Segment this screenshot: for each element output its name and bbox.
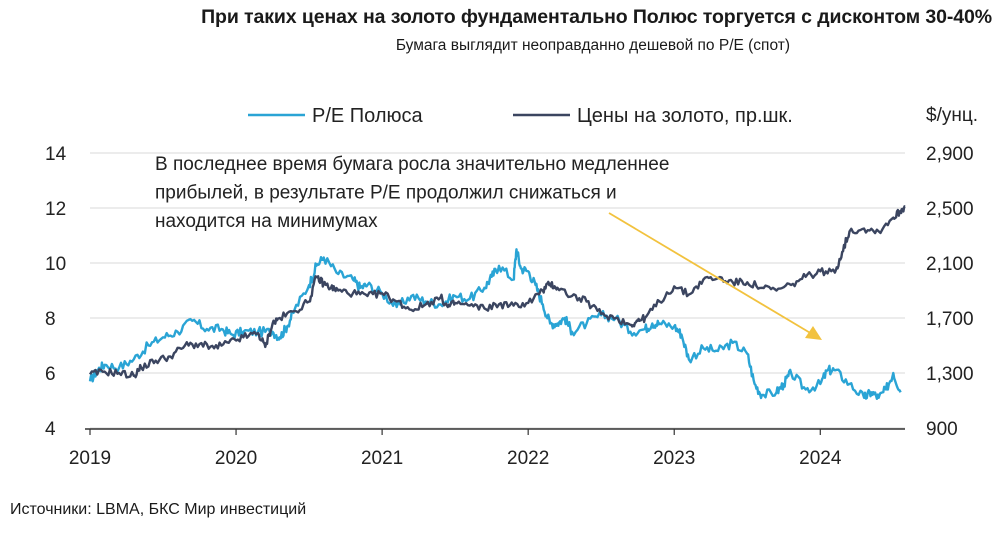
x-tick-label: 2024 — [799, 448, 842, 469]
y-left-tick-label: 14 — [45, 144, 67, 165]
y-right-tick-label: 2,900 — [926, 144, 974, 165]
y-axis-right-unit: $/унц. — [926, 105, 978, 126]
legend: P/E Полюса Цены на золото, пр.шк. — [248, 105, 793, 127]
y-axis-right: 900 1,300 1,700 2,100 2,500 2,900 — [926, 144, 974, 440]
x-tick-label: 2020 — [215, 448, 257, 469]
annotation: В последнее время бумага росла значитель… — [155, 154, 669, 232]
legend-label-pe: P/E Полюса — [312, 105, 424, 127]
y-right-tick-label: 900 — [926, 419, 958, 440]
annotation-line: В последнее время бумага росла значитель… — [155, 154, 669, 175]
source-note: Источники: LBMA, БКС Мир инвестиций — [10, 501, 307, 518]
y-left-tick-label: 12 — [45, 199, 66, 220]
y-right-tick-label: 2,100 — [926, 254, 974, 275]
x-tick-label: 2021 — [361, 448, 403, 469]
x-axis: 2019 2020 2021 2022 2023 2024 — [69, 428, 905, 469]
y-right-tick-label: 2,500 — [926, 199, 974, 220]
trend-arrow-head — [805, 326, 822, 340]
annotation-line: находится на минимумах — [155, 211, 378, 232]
y-right-tick-label: 1,700 — [926, 309, 974, 330]
series-lines — [88, 205, 906, 400]
annotation-line: прибылей, в результате P/E продолжил сни… — [155, 183, 617, 204]
x-tick-label: 2022 — [507, 448, 549, 469]
y-left-tick-label: 10 — [45, 254, 66, 275]
y-axis-left: 4 6 8 10 12 14 — [45, 144, 67, 440]
y-left-tick-label: 4 — [45, 419, 56, 440]
x-tick-label: 2019 — [69, 448, 111, 469]
x-tick-label: 2023 — [653, 448, 695, 469]
y-left-tick-label: 8 — [45, 309, 56, 330]
y-left-tick-label: 6 — [45, 364, 56, 385]
trend-arrow — [608, 212, 822, 340]
trend-arrow-shaft — [608, 212, 813, 335]
chart-subtitle: Бумага выглядит неоправданно дешевой по … — [395, 37, 790, 54]
y-right-tick-label: 1,300 — [926, 364, 974, 385]
series-line-gold — [88, 205, 906, 379]
legend-label-gold: Цены на золото, пр.шк. — [577, 105, 793, 127]
chart-title: При таких ценах на золото фундаментально… — [201, 6, 992, 28]
series-line-pe — [88, 248, 902, 400]
gridlines — [90, 152, 905, 429]
